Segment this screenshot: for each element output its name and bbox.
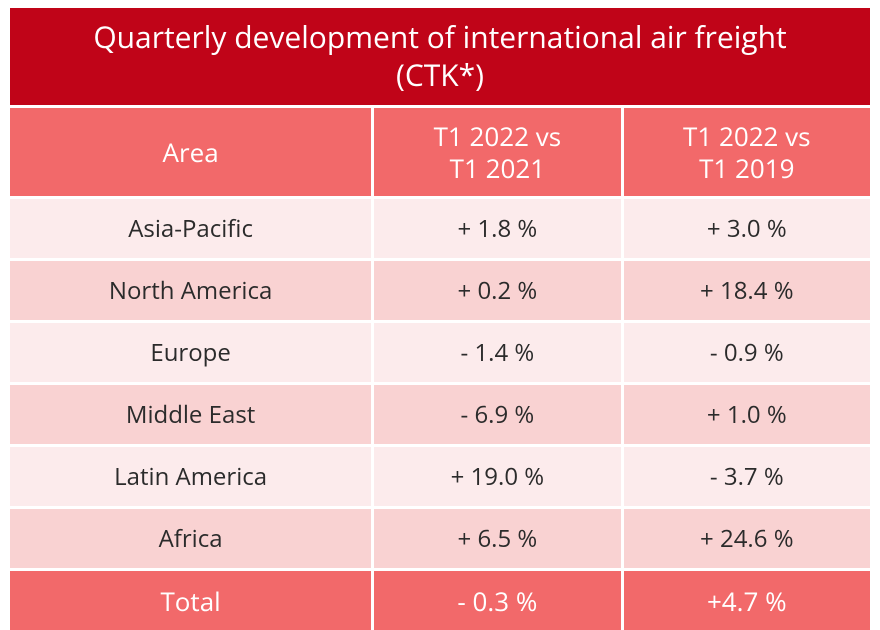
table-row: Latin America+ 19.0 %- 3.7 % [10,444,870,506]
cell-vs2019: + 1.0 % [621,382,870,444]
cell-area: Europe [10,320,371,382]
table-row: Africa+ 6.5 %+ 24.6 % [10,506,870,568]
cell-vs2021: + 0.2 % [371,258,620,320]
cell-vs2021: + 19.0 % [371,444,620,506]
cell-area: Middle East [10,382,371,444]
cell-vs2019: - 0.9 % [621,320,870,382]
table-row: Middle East- 6.9 %+ 1.0 % [10,382,870,444]
cell-area: North America [10,258,371,320]
cell-vs2019: + 24.6 % [621,506,870,568]
cell-vs2019: + 18.4 % [621,258,870,320]
cell-area: Latin America [10,444,371,506]
total-label: Total [10,568,371,630]
total-vs2019: +4.7 % [621,568,870,630]
table-row: Asia-Pacific+ 1.8 %+ 3.0 % [10,196,870,258]
cell-vs2019: - 3.7 % [621,444,870,506]
freight-table: Area T1 2022 vs T1 2021 T1 2022 vs T1 20… [10,108,870,630]
cell-vs2019: + 3.0 % [621,196,870,258]
cell-area: Asia-Pacific [10,196,371,258]
table-body: Asia-Pacific+ 1.8 %+ 3.0 %North America+… [10,196,870,568]
header-area: Area [10,108,371,196]
cell-area: Africa [10,506,371,568]
table-title: Quarterly development of international a… [10,8,870,105]
header-vs2019: T1 2022 vs T1 2019 [621,108,870,196]
total-row: Total - 0.3 % +4.7 % [10,568,870,630]
cell-vs2021: - 1.4 % [371,320,620,382]
header-row: Area T1 2022 vs T1 2021 T1 2022 vs T1 20… [10,108,870,196]
cell-vs2021: - 6.9 % [371,382,620,444]
cell-vs2021: + 6.5 % [371,506,620,568]
header-vs2021: T1 2022 vs T1 2021 [371,108,620,196]
total-vs2021: - 0.3 % [371,568,620,630]
cell-vs2021: + 1.8 % [371,196,620,258]
table-row: Europe- 1.4 %- 0.9 % [10,320,870,382]
table-row: North America+ 0.2 %+ 18.4 % [10,258,870,320]
